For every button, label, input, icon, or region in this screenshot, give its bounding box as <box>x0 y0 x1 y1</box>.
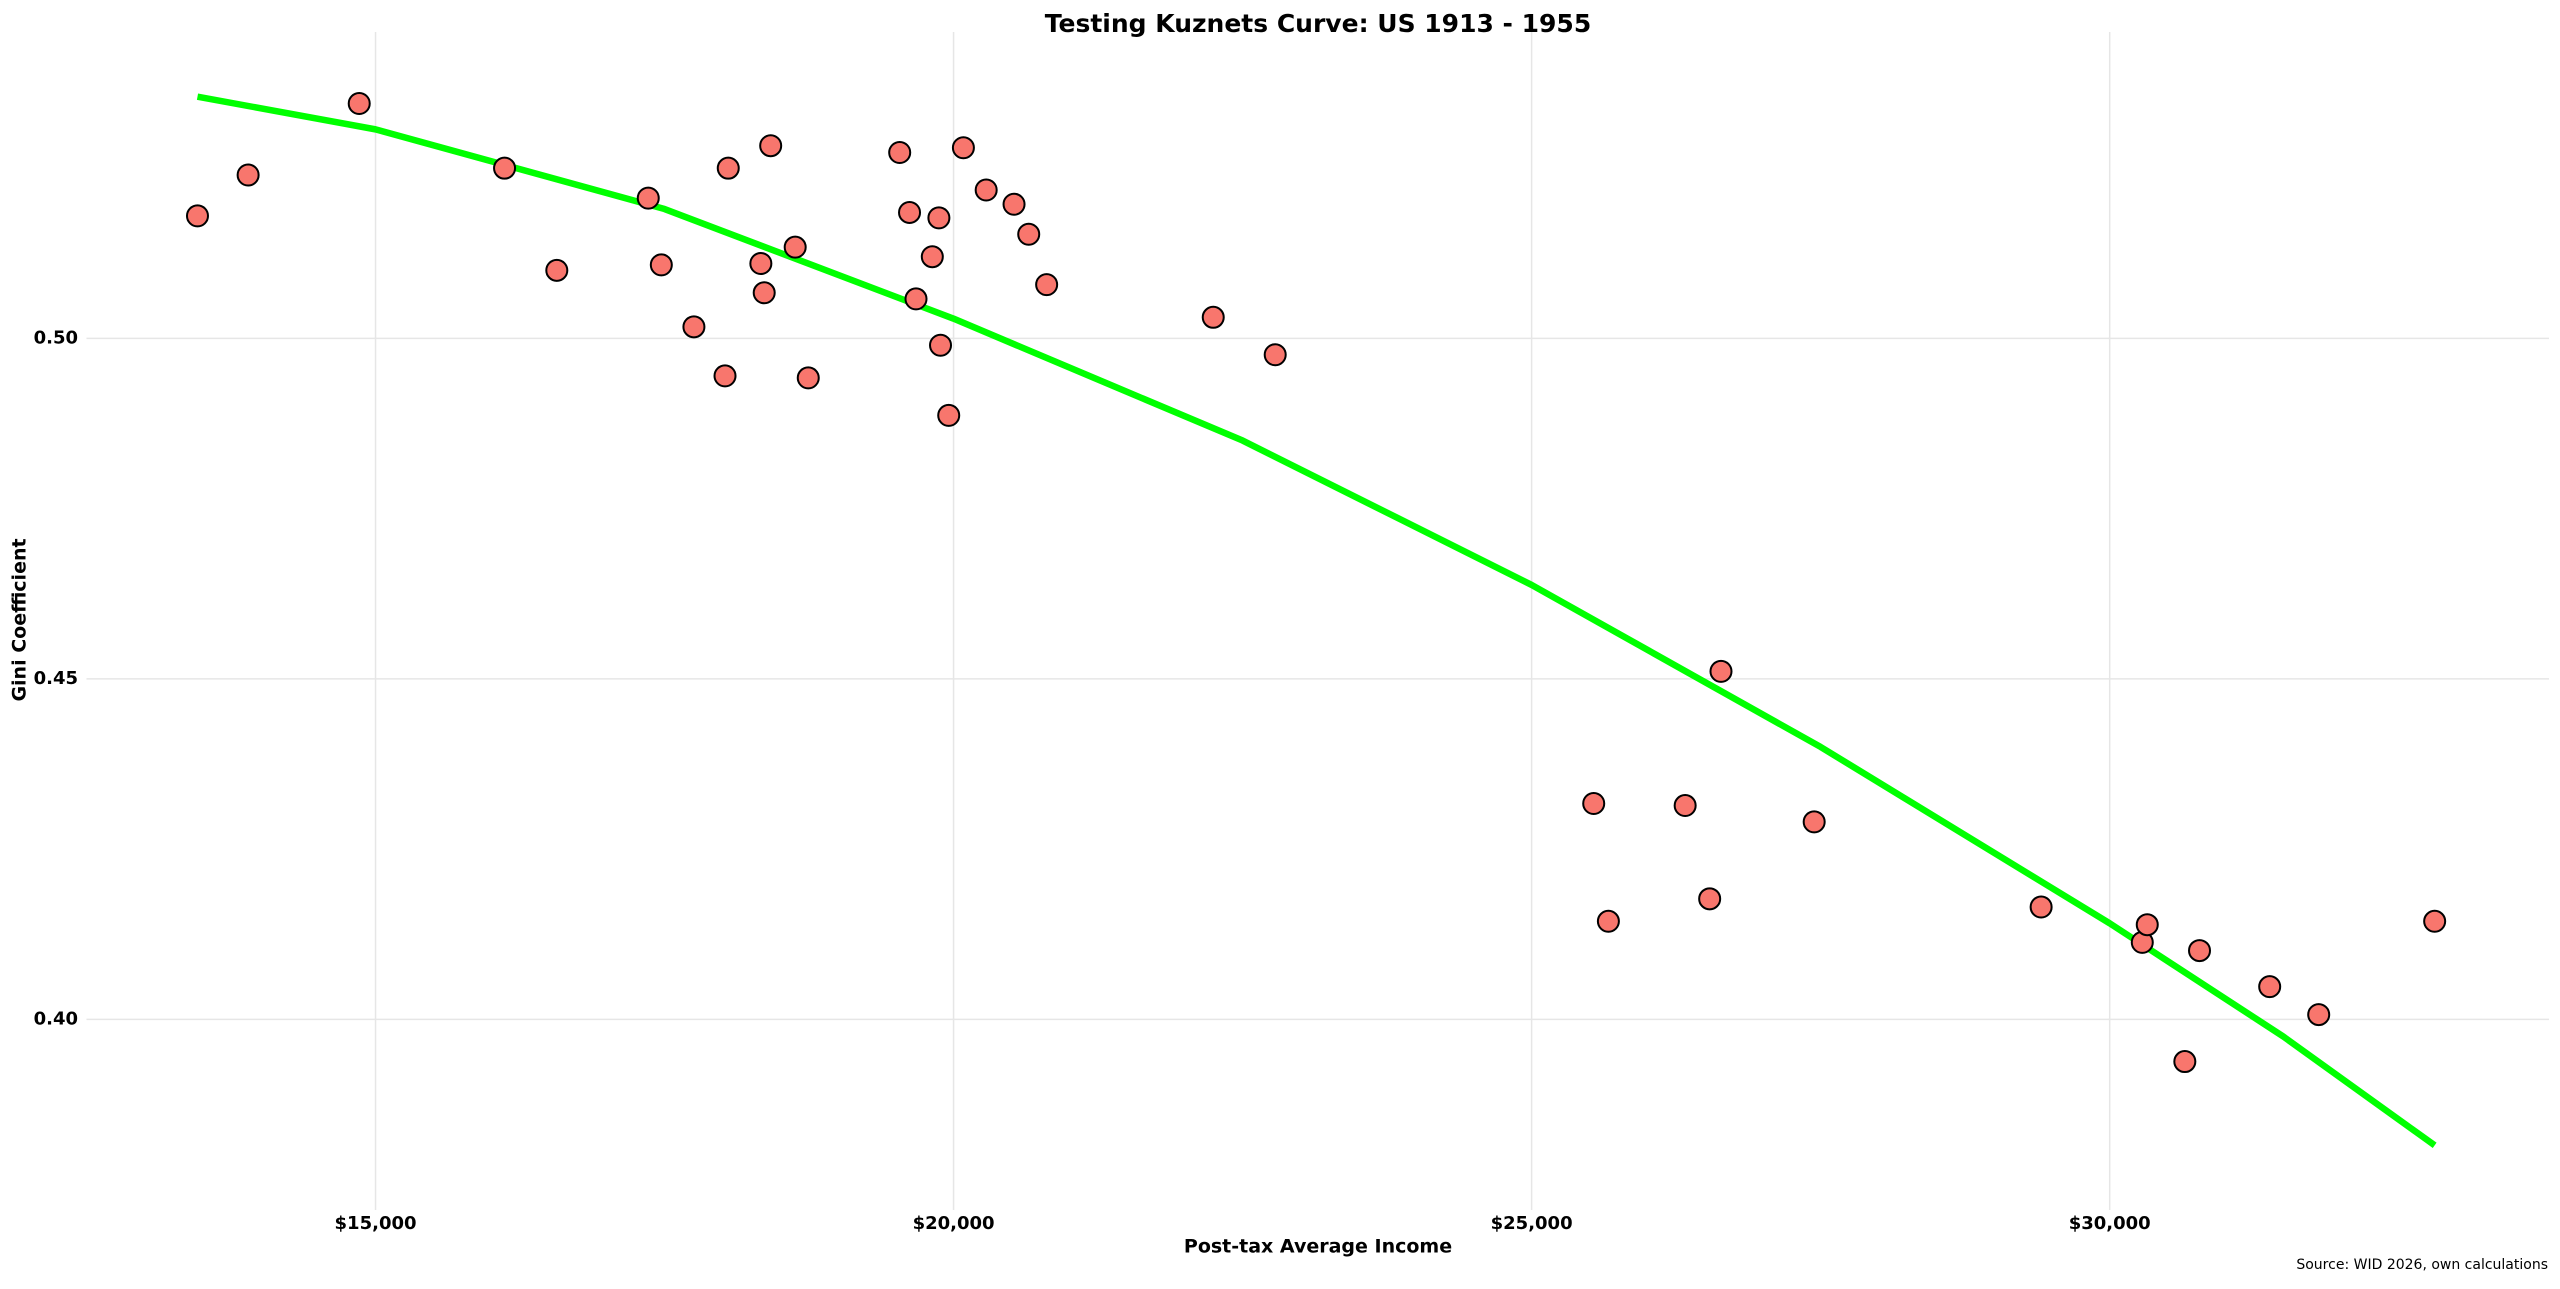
scatter-point <box>752 281 776 305</box>
marks <box>185 91 2447 1148</box>
chart-title: Testing Kuznets Curve: US 1913 - 1955 <box>1045 9 1591 38</box>
x-tick-label: $15,000 <box>335 1213 417 1234</box>
scatter-point <box>493 156 517 180</box>
scatter-point <box>759 134 783 158</box>
x-axis-title: Post-tax Average Income <box>1184 1236 1452 1258</box>
scatter-point <box>636 186 660 210</box>
y-tick-label: 0.45 <box>34 668 78 689</box>
scatter-point <box>1017 222 1041 246</box>
fit-line <box>196 93 2437 1148</box>
scatter-point <box>2423 909 2447 933</box>
source-note: Source: WID 2026, own calculations <box>2296 1257 2548 1273</box>
scatter-point <box>1596 909 1620 933</box>
scatter-point <box>236 163 260 187</box>
scatter-point <box>1035 273 1059 297</box>
x-tick-label: $25,000 <box>1491 1213 1573 1234</box>
scatter-point <box>1201 305 1225 329</box>
scatter-point <box>929 333 953 357</box>
scatter-point <box>716 156 740 180</box>
scatter-point <box>904 287 928 311</box>
scatter-point <box>1002 192 1026 216</box>
scatter-point <box>2258 975 2282 999</box>
y-axis-title: Gini Coefficient <box>9 538 31 701</box>
scatter-point <box>783 235 807 259</box>
scatter-point <box>749 252 773 276</box>
grid <box>86 32 2549 1210</box>
scatter-point <box>185 204 209 228</box>
scatter-point <box>1263 343 1287 367</box>
scatter-point <box>1582 791 1606 815</box>
scatter-point <box>2173 1050 2197 1074</box>
scatter-point <box>2188 939 2212 963</box>
x-tick-label: $30,000 <box>2069 1213 2151 1234</box>
scatter-point <box>1698 887 1722 911</box>
scatter-point <box>649 253 673 277</box>
y-tick-label: 0.50 <box>34 327 78 348</box>
scatter-point <box>2029 895 2053 919</box>
scatter-point <box>713 364 737 388</box>
scatter-point <box>888 141 912 165</box>
scatter-point <box>545 258 569 282</box>
scatter-point <box>937 403 961 427</box>
scatter-point <box>347 91 371 115</box>
scatter-point <box>682 315 706 339</box>
scatter-point <box>796 366 820 390</box>
scatter-point <box>1673 794 1697 818</box>
scatter-point <box>927 206 951 230</box>
scatter-point <box>1802 810 1826 834</box>
scatter-point <box>951 136 975 160</box>
x-tick-label: $20,000 <box>913 1213 995 1234</box>
scatter-point <box>2307 1003 2331 1027</box>
scatter-point <box>898 200 922 224</box>
scatter-point <box>974 178 998 202</box>
scatter-point <box>1709 659 1733 683</box>
scatter-point <box>920 245 944 269</box>
y-tick-label: 0.40 <box>34 1008 78 1029</box>
scatter-point <box>2135 913 2159 937</box>
